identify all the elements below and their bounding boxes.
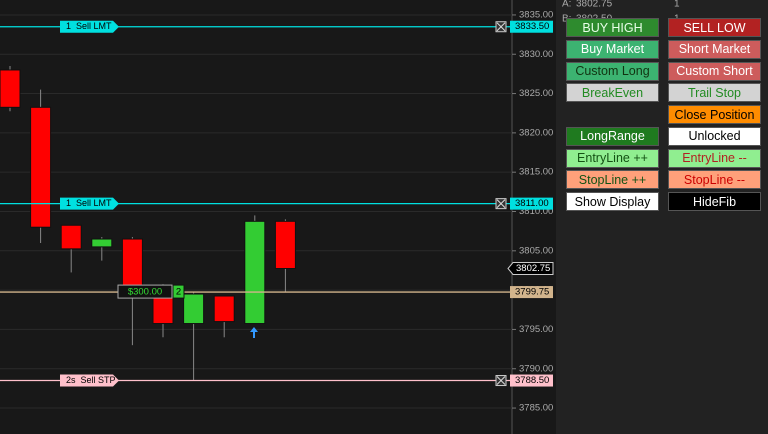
order-label: 2s Sell STP [66, 375, 116, 385]
button[interactable]: HideFib [668, 192, 761, 211]
plot-bg [0, 0, 512, 434]
y-tick-label: 3830.00 [519, 49, 553, 60]
ask: 3802.75 [576, 0, 613, 10]
quantity: 2 [176, 287, 181, 298]
candle-body [244, 220, 266, 325]
pnl: $300.00 [128, 287, 162, 298]
last-price: 3802.75 [516, 263, 550, 274]
y-tick-label: 3785.00 [519, 403, 553, 414]
button[interactable]: StopLine ++ [566, 170, 659, 190]
cancel-x [496, 199, 506, 208]
y-tick-label: 3835.00 [519, 9, 553, 20]
button[interactable]: EntryLine -- [668, 148, 761, 168]
cancel-x [496, 22, 506, 32]
candle-body [213, 295, 235, 323]
button[interactable]: Buy Market [566, 39, 659, 59]
candle-body [121, 238, 143, 287]
cancel-x [496, 376, 506, 385]
button[interactable]: Unlocked [668, 126, 761, 146]
price-tag: 3788.50 [515, 375, 549, 386]
button[interactable]: SELL LOW [668, 18, 761, 37]
button[interactable]: Close Position [668, 105, 761, 124]
y-tick-label: 3790.00 [519, 363, 553, 374]
order-label-bg [60, 20, 119, 33]
price-tag: 3833.50 [515, 21, 549, 32]
button[interactable]: Show Display [566, 192, 659, 211]
order-label: 1 Sell LMT [66, 21, 112, 31]
price-tag: 3811.00 [515, 198, 549, 209]
y-tick-label: 3810.00 [519, 206, 553, 217]
price-tag-bg [510, 197, 553, 210]
candle-body [91, 238, 113, 248]
price-tag: 3799.75 [515, 287, 549, 298]
ask-size: 1 [674, 0, 680, 10]
button[interactable]: Trail Stop [668, 83, 761, 103]
pnl-bg [117, 284, 173, 299]
candle-body [0, 69, 21, 108]
candle-body [274, 220, 296, 269]
qty-bg [172, 284, 185, 299]
signal-arrow [250, 327, 258, 338]
button[interactable]: Short Market [668, 39, 761, 59]
axis-bg [512, 0, 556, 434]
button[interactable]: BreakEven [566, 83, 659, 103]
price-tag-bg [510, 374, 553, 387]
price-tag-bg [510, 286, 553, 299]
y-tick-label: 3820.00 [519, 127, 553, 138]
order-label-bg [60, 374, 119, 387]
button[interactable]: Custom Short [668, 61, 761, 81]
button[interactable]: StopLine -- [668, 170, 761, 190]
y-tick-label: 3805.00 [519, 245, 553, 256]
candle-body [183, 293, 205, 325]
last-price-bg [507, 261, 554, 275]
candle-body [60, 224, 82, 250]
button[interactable]: EntryLine ++ [566, 148, 659, 168]
button[interactable]: Custom Long [566, 61, 659, 81]
button[interactable]: LongRange [566, 126, 659, 146]
order-label: 1 Sell LMT [66, 198, 112, 208]
ask-label: A: [562, 0, 571, 10]
price-tag-bg [510, 20, 553, 33]
candle-body [30, 106, 52, 228]
y-tick-label: 3795.00 [519, 324, 553, 335]
y-tick-label: 3815.00 [519, 167, 553, 178]
button[interactable]: BUY HIGH [566, 18, 659, 37]
y-tick-label: 3825.00 [519, 88, 553, 99]
order-label-bg [60, 197, 119, 210]
